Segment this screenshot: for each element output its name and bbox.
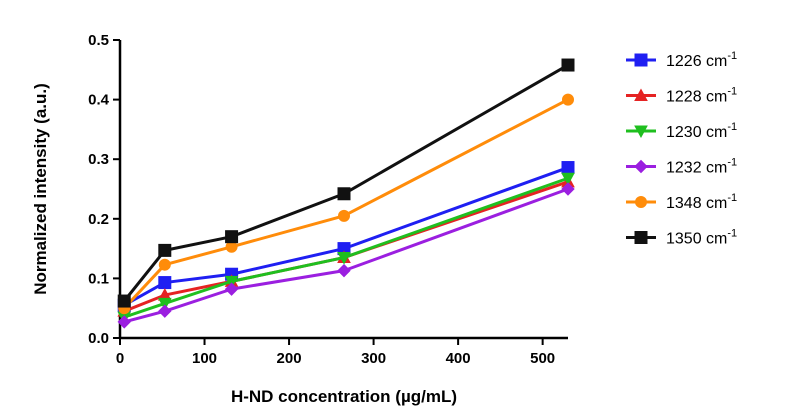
legend-label: 1230 cm-1 xyxy=(666,121,737,141)
legend-label-superscript: -1 xyxy=(727,228,737,240)
data-point xyxy=(158,243,172,257)
data-point xyxy=(117,315,131,329)
x-tick-label: 100 xyxy=(192,350,217,367)
series-3 xyxy=(117,182,575,329)
x-tick-label: 200 xyxy=(277,350,302,367)
legend-label-text: 1232 cm xyxy=(666,160,727,177)
data-point xyxy=(561,182,575,196)
data-point xyxy=(224,282,239,296)
data-point xyxy=(561,161,575,175)
legend-item: 1348 cm-1 xyxy=(626,192,737,212)
y-axis-title: Normalized intensity (a.u.) xyxy=(31,83,50,295)
data-point xyxy=(224,275,239,289)
legend-item: 1350 cm-1 xyxy=(626,228,737,248)
y-tick-label: 0.3 xyxy=(88,151,109,168)
legend-marker xyxy=(635,196,647,208)
data-point xyxy=(338,209,350,222)
x-axis-title: H-ND concentration (µg/mL) xyxy=(231,387,457,406)
legend-item: 1230 cm-1 xyxy=(626,121,737,141)
legend-marker xyxy=(634,88,648,101)
data-point xyxy=(158,304,172,318)
legend-label-superscript: -1 xyxy=(727,50,737,62)
x-tick-label: 500 xyxy=(530,350,555,367)
legend-label: 1350 cm-1 xyxy=(666,228,737,248)
series-line xyxy=(123,63,569,302)
legend-marker xyxy=(634,53,648,67)
y-tick-label: 0.0 xyxy=(88,330,109,347)
x-ticks: 0 100 200 300 400 500 xyxy=(116,338,555,367)
data-point xyxy=(337,263,351,278)
data-point xyxy=(337,187,351,201)
legend-label-superscript: -1 xyxy=(727,192,737,204)
legend-label: 1348 cm-1 xyxy=(666,192,737,212)
legend-item: 1226 cm-1 xyxy=(626,50,737,70)
legend-label-text: 1230 cm xyxy=(666,124,727,141)
legend-label-superscript: -1 xyxy=(727,121,737,133)
legend-marker xyxy=(634,125,648,139)
x-tick-label: 400 xyxy=(446,350,471,367)
y-ticks: 0.0 0.1 0.2 0.3 0.4 0.5 xyxy=(88,32,120,347)
legend-label-text: 1350 cm xyxy=(666,231,727,248)
data-point xyxy=(561,172,575,186)
legend-marker xyxy=(634,159,648,174)
axes xyxy=(118,40,568,340)
series-layer xyxy=(117,58,575,329)
series-5 xyxy=(117,58,575,308)
data-point xyxy=(157,297,172,311)
series-2 xyxy=(117,172,575,325)
data-point xyxy=(225,230,239,244)
y-tick-label: 0.2 xyxy=(88,211,109,228)
legend-label: 1232 cm-1 xyxy=(666,157,737,177)
legend-label-text: 1228 cm xyxy=(666,89,727,106)
data-point xyxy=(337,252,351,265)
data-point xyxy=(562,93,574,106)
data-point xyxy=(158,258,171,271)
legend-item: 1232 cm-1 xyxy=(626,157,737,177)
data-point xyxy=(561,58,575,72)
y-tick-label: 0.5 xyxy=(88,32,109,49)
legend-marker xyxy=(634,231,648,244)
legend-label-text: 1226 cm xyxy=(666,53,727,70)
x-tick-label: 300 xyxy=(361,350,386,367)
y-tick-label: 0.4 xyxy=(88,92,110,109)
legend-label: 1228 cm-1 xyxy=(666,86,737,106)
data-point xyxy=(158,276,172,290)
legend-label: 1226 cm-1 xyxy=(666,50,737,70)
legend-label-superscript: -1 xyxy=(727,157,737,169)
x-tick-label: 0 xyxy=(116,350,124,367)
y-tick-label: 0.1 xyxy=(88,270,109,287)
legend-label-superscript: -1 xyxy=(727,86,737,98)
legend-label-text: 1348 cm xyxy=(666,195,727,212)
legend-item: 1228 cm-1 xyxy=(626,86,737,106)
data-point xyxy=(117,294,131,308)
series-0 xyxy=(117,161,575,312)
